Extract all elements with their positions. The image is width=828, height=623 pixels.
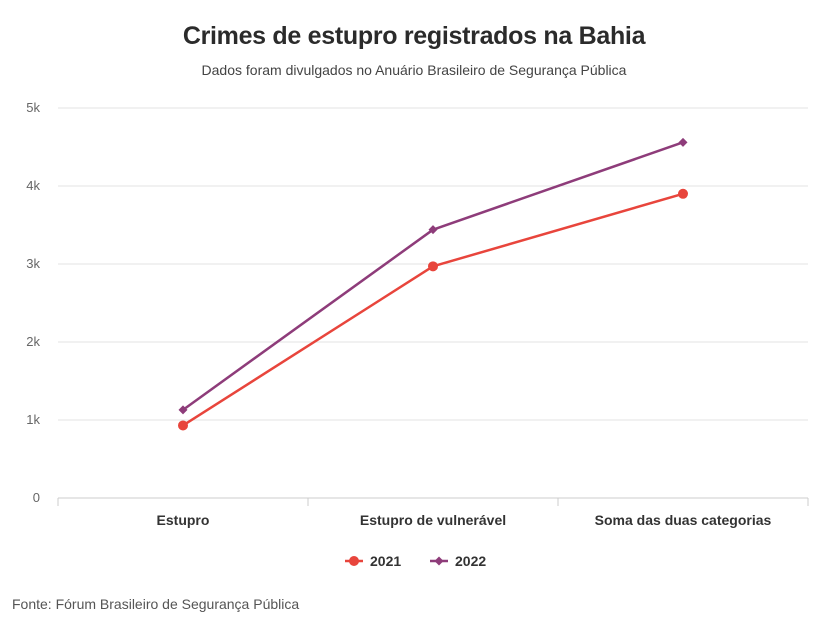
grid-lines [58, 107, 808, 421]
legend-label: 2022 [455, 553, 486, 569]
legend-item-2021[interactable]: 2021 [345, 553, 401, 569]
legend-marker [349, 556, 359, 566]
y-axis: 0 1k 2k 3k 4k 5k [26, 100, 40, 505]
x-tick-label: Estupro [157, 512, 210, 528]
y-tick-label: 0 [33, 490, 40, 505]
data-point-2022[interactable] [178, 405, 188, 415]
y-tick-label: 3k [26, 256, 40, 271]
data-point-2021[interactable] [428, 261, 438, 272]
legend[interactable]: 2021 2022 [345, 553, 486, 569]
x-tick-label: Soma das duas categorias [595, 512, 772, 528]
chart-subtitle: Dados foram divulgados no Anuário Brasil… [201, 62, 627, 78]
y-tick-label: 2k [26, 334, 40, 349]
series-line-2022 [182, 141, 684, 411]
series-group [178, 137, 688, 431]
y-tick-label: 5k [26, 100, 40, 115]
x-tick-label: Estupro de vulnerável [360, 512, 506, 528]
y-tick-label: 4k [26, 178, 40, 193]
x-axis: Estupro Estupro de vulnerável Soma das dua… [57, 497, 809, 528]
legend-marker [434, 556, 444, 566]
data-point-2021[interactable] [678, 188, 688, 199]
source-note: Fonte: Fórum Brasileiro de Segurança Púb… [12, 596, 300, 612]
legend-item-2022[interactable]: 2022 [430, 553, 486, 569]
y-tick-label: 1k [26, 412, 40, 427]
data-point-2022[interactable] [678, 137, 688, 147]
data-point-2021[interactable] [178, 420, 188, 431]
legend-label: 2021 [370, 553, 401, 569]
data-point-2022[interactable] [428, 225, 438, 235]
chart-title: Crimes de estupro registrados na Bahia [182, 22, 646, 50]
